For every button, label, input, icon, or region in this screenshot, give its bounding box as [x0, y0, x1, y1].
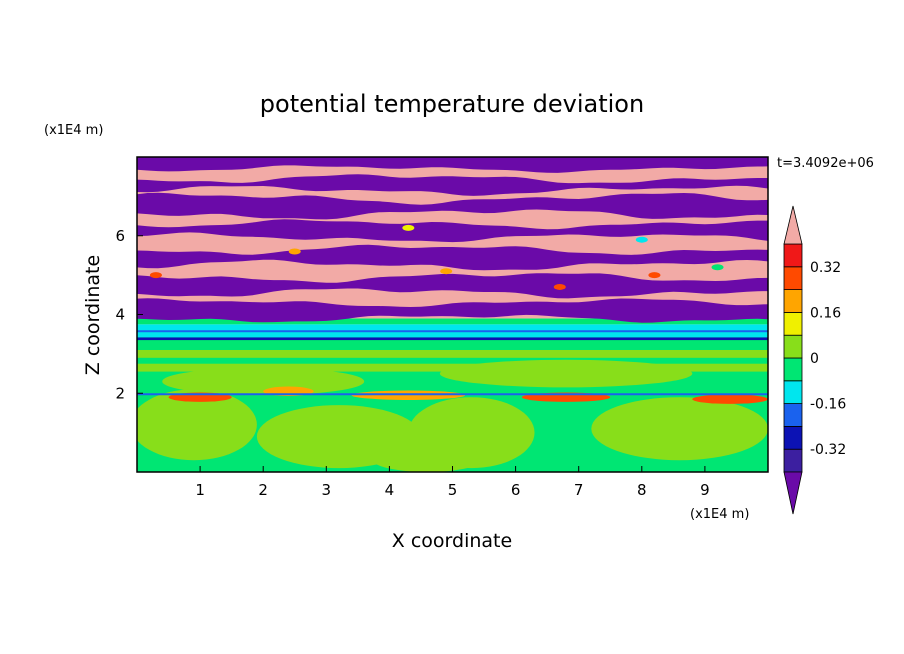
- x-tick-label: 8: [637, 481, 647, 499]
- chart-title: potential temperature deviation: [260, 90, 644, 118]
- x-tick-label: 3: [322, 481, 332, 499]
- y-tick-label: 6: [115, 227, 125, 245]
- x-tick-label: 2: [258, 481, 268, 499]
- field-spot: [149, 272, 162, 279]
- colorbar-label: 0: [810, 351, 819, 367]
- y-unit-label: (x1E4 m): [44, 123, 103, 138]
- field-spot: [635, 236, 648, 243]
- x-axis-label: X coordinate: [392, 530, 512, 552]
- x-tick-label: 4: [385, 481, 395, 499]
- field-band: [137, 174, 768, 196]
- x-tick-label: 1: [195, 481, 205, 499]
- x-unit-label: (x1E4 m): [690, 507, 749, 522]
- colorbar-segment: [783, 289, 803, 313]
- x-tick-label: 6: [511, 481, 521, 499]
- y-tick-label: 2: [115, 384, 125, 402]
- colorbar-segment: [783, 266, 803, 290]
- colorbar-extend-max: [783, 205, 803, 245]
- field-band: [137, 157, 768, 173]
- field-blob: [162, 367, 365, 396]
- colorbar-segment: [783, 380, 803, 404]
- colorbar-segment: [783, 334, 803, 359]
- field-streak: [137, 393, 768, 396]
- field-spot: [440, 268, 453, 275]
- colorbar-segment: [783, 448, 803, 473]
- colorbar-label: 0.32: [810, 260, 841, 276]
- field-spot: [711, 264, 724, 271]
- colorbar-segment: [783, 403, 803, 427]
- colorbar-label: 0.16: [810, 305, 841, 321]
- field-spot: [648, 272, 661, 279]
- field-band: [137, 192, 768, 220]
- colorbar: 0.32 0.16 0 -0.16 -0.32: [783, 205, 846, 515]
- heatmap-field: [137, 157, 768, 472]
- field-spot: [402, 224, 415, 231]
- colorbar-label: -0.32: [810, 442, 846, 458]
- time-label: t=3.4092e+06: [777, 156, 874, 171]
- colorbar-label: -0.16: [810, 397, 846, 413]
- x-tick-label: 7: [574, 481, 584, 499]
- x-axis: 1 2 3 4 5 6 7 8 9: [195, 466, 710, 499]
- colorbar-segment: [783, 425, 803, 450]
- field-layer: [137, 363, 768, 372]
- field-blob: [137, 389, 257, 461]
- x-tick-label: 9: [700, 481, 710, 499]
- colorbar-segment: [783, 357, 803, 382]
- y-axis: 2 4 6: [115, 227, 143, 402]
- x-tick-label: 5: [448, 481, 458, 499]
- field-layer: [137, 330, 768, 333]
- y-axis-label: Z coordinate: [82, 255, 104, 375]
- field-spot: [553, 283, 566, 290]
- y-tick-label: 4: [115, 306, 125, 324]
- field-layer: [137, 337, 768, 341]
- field-blob: [370, 444, 485, 472]
- field-layer: [137, 340, 768, 350]
- field-streak: [692, 394, 768, 404]
- field-band: [137, 219, 768, 243]
- field-spot: [288, 248, 301, 255]
- field-layer: [137, 318, 768, 325]
- field-layer: [137, 349, 768, 358]
- colorbar-segment: [783, 243, 803, 268]
- field-blob: [591, 397, 768, 461]
- field-band: [137, 273, 768, 299]
- field-band: [137, 298, 768, 323]
- colorbar-extend-min: [783, 471, 803, 515]
- colorbar-segment: [783, 311, 803, 336]
